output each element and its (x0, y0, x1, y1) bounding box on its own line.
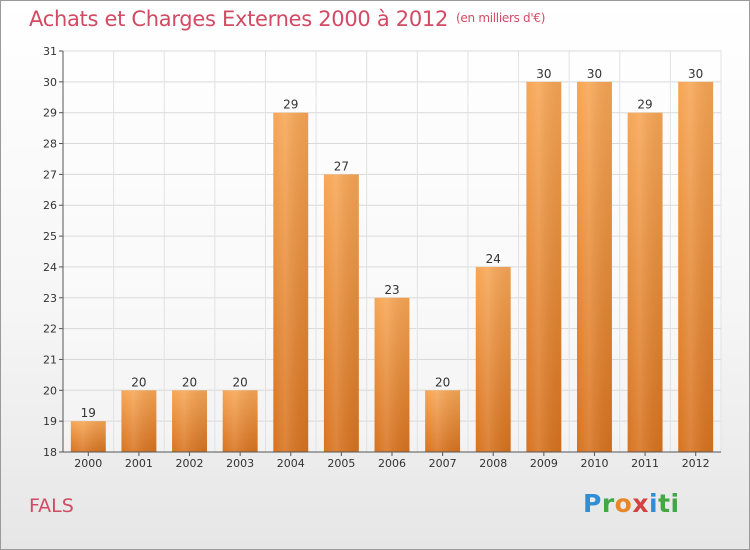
bar-shine (374, 297, 410, 452)
bar-value-label: 20 (182, 375, 197, 389)
bar-shine (627, 112, 663, 452)
bar-shine (425, 390, 461, 452)
chart-title: Achats et Charges Externes 2000 à 2012 (e… (29, 7, 545, 31)
y-tick-label: 29 (43, 107, 57, 120)
x-tick-label: 2009 (530, 457, 558, 470)
bar-shine (323, 174, 359, 452)
bar-value-label: 29 (283, 98, 298, 112)
bar-shine (273, 112, 309, 452)
y-tick-label: 27 (43, 168, 57, 181)
y-tick-label: 19 (43, 415, 57, 428)
bar-value-label: 30 (536, 67, 551, 81)
bar-shine (121, 390, 157, 452)
x-tick-label: 2012 (682, 457, 710, 470)
y-tick-label: 21 (43, 353, 57, 366)
bar-value-label: 23 (384, 283, 399, 297)
x-tick-label: 2010 (580, 457, 608, 470)
y-tick-label: 30 (43, 76, 57, 89)
bar-shine (70, 421, 106, 452)
y-tick-label: 28 (43, 138, 57, 151)
proxiti-logo: Proxiti (583, 489, 680, 518)
bar-value-label: 24 (486, 252, 501, 266)
bar-value-label: 20 (435, 375, 450, 389)
y-tick-label: 31 (43, 45, 57, 58)
bar-shine (576, 81, 612, 452)
bar-shine (678, 81, 714, 452)
bar-value-label: 20 (233, 375, 248, 389)
x-tick-label: 2004 (277, 457, 305, 470)
x-tick-label: 2000 (74, 457, 102, 470)
x-tick-label: 2003 (226, 457, 254, 470)
y-tick-label: 25 (43, 230, 57, 243)
bar-value-label: 29 (637, 98, 652, 112)
bar-shine (172, 390, 208, 452)
x-tick-label: 2001 (125, 457, 153, 470)
y-tick-label: 20 (43, 384, 57, 397)
y-tick-label: 26 (43, 199, 57, 212)
bar-value-label: 30 (587, 67, 602, 81)
bar-shine (526, 81, 562, 452)
bar-shine (475, 266, 511, 452)
commune-name: FALS (29, 495, 74, 517)
chart-title-text: Achats et Charges Externes 2000 à 2012 (29, 7, 449, 31)
chart-unit: (en milliers d'€) (456, 11, 546, 25)
bar-shine (222, 390, 258, 452)
y-tick-label: 18 (43, 446, 57, 459)
bar-value-label: 30 (688, 67, 703, 81)
x-tick-label: 2007 (429, 457, 457, 470)
x-tick-label: 2005 (327, 457, 355, 470)
y-tick-label: 22 (43, 323, 57, 336)
x-tick-label: 2011 (631, 457, 659, 470)
x-tick-label: 2002 (176, 457, 204, 470)
y-tick-label: 24 (43, 261, 57, 274)
y-tick-label: 23 (43, 292, 57, 305)
bar-value-label: 27 (334, 159, 349, 173)
x-tick-label: 2008 (479, 457, 507, 470)
x-tick-label: 2006 (378, 457, 406, 470)
bar-value-label: 20 (131, 375, 146, 389)
bar-value-label: 19 (81, 406, 96, 420)
